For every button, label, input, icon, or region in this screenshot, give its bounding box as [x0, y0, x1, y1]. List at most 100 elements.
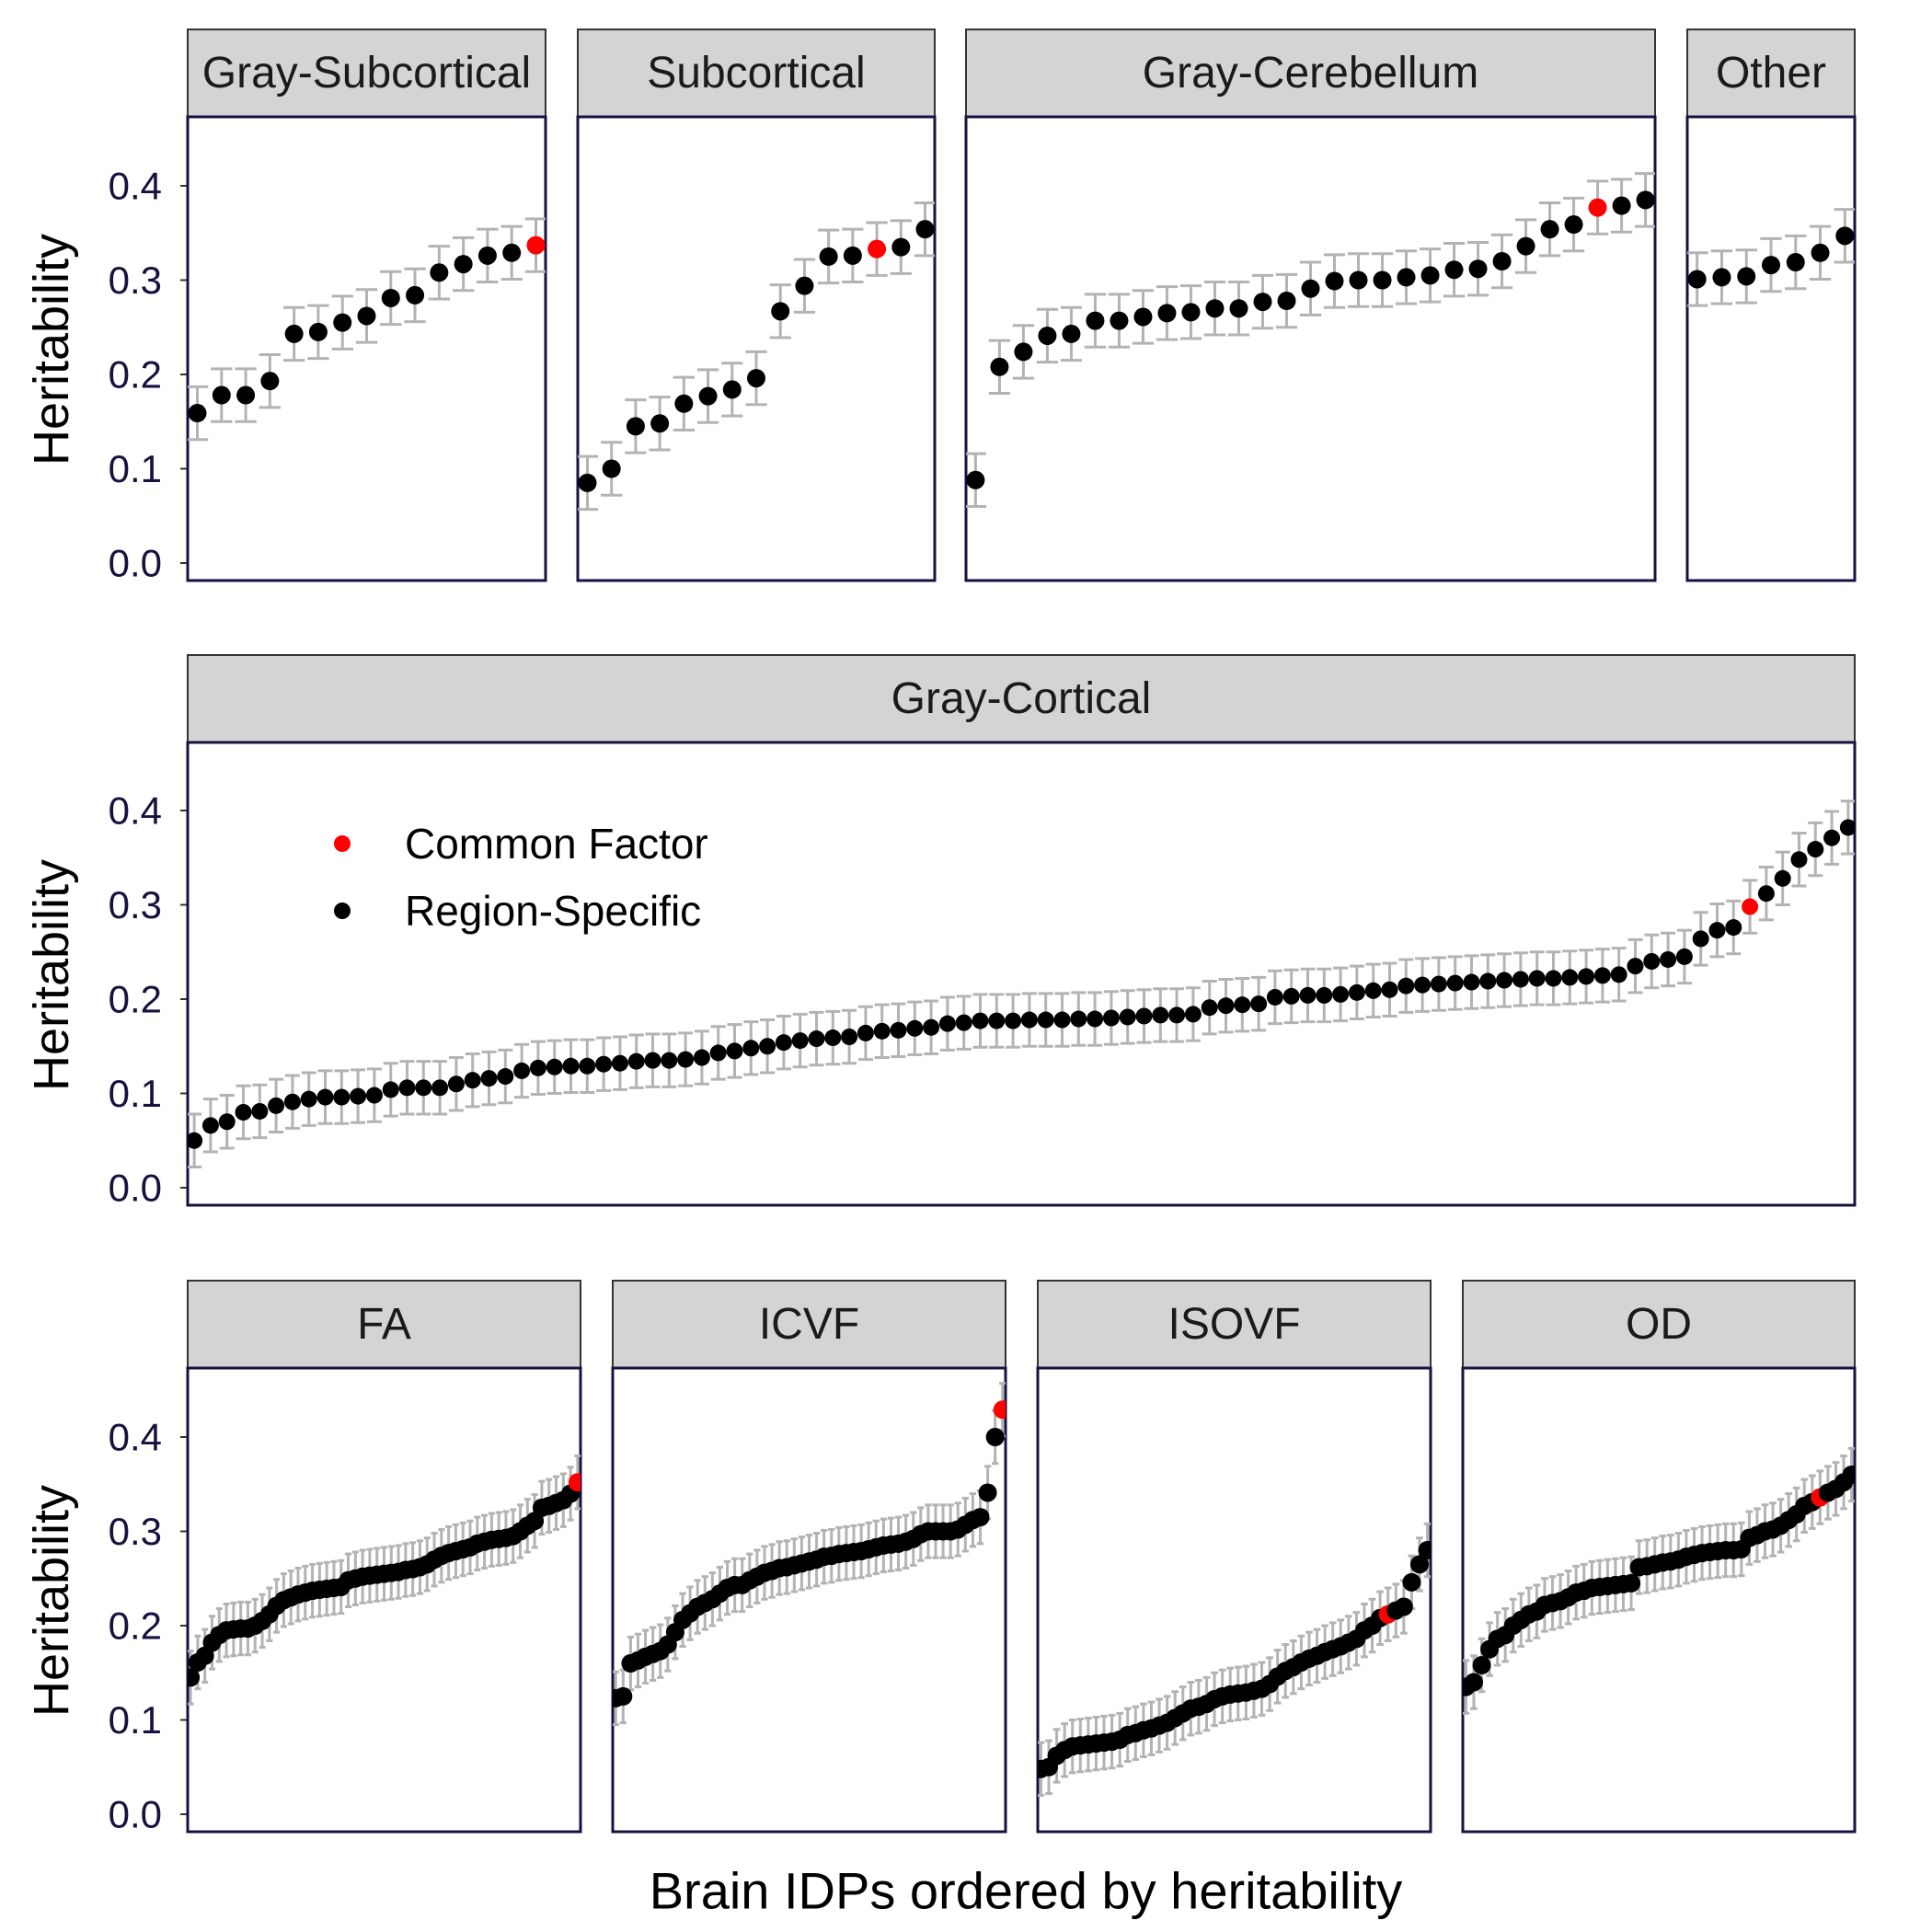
point-region-specific	[1622, 1573, 1641, 1593]
point-region-specific	[1528, 970, 1546, 987]
point-region-specific	[841, 1029, 858, 1045]
point-region-specific	[1409, 1555, 1429, 1574]
strip-label-gray-cortical: Gray-Cortical	[891, 674, 1152, 723]
point-region-specific	[1119, 1008, 1136, 1026]
plot-area-gray-cerebellum	[964, 115, 1657, 582]
point-region-specific	[726, 1042, 743, 1060]
point-region-specific	[513, 1062, 531, 1079]
points-gray-subcortical	[188, 217, 546, 442]
point-region-specific	[546, 1058, 563, 1075]
point-region-specific	[1053, 1011, 1071, 1029]
point-region-specific	[1561, 969, 1579, 986]
point-region-specific	[915, 220, 935, 239]
point-region-specific	[1299, 986, 1317, 1004]
points-gray-cortical	[188, 799, 1855, 1168]
point-region-specific	[1381, 981, 1398, 998]
point-region-specific	[1578, 968, 1595, 985]
panels-layer: 0.00.10.20.30.4Heritability0.00.10.20.30…	[24, 29, 1857, 1836]
y-axis-label: Heritability	[24, 1485, 79, 1717]
point-region-specific	[1205, 299, 1225, 318]
point-region-specific	[1414, 976, 1432, 994]
legend-marker-common-factor	[334, 835, 351, 852]
point-region-specific	[1373, 270, 1392, 290]
point-region-specific	[824, 1029, 842, 1047]
y-tick-label: 0.3	[109, 259, 162, 302]
y-tick-label: 0.1	[109, 447, 162, 490]
point-region-specific	[284, 324, 304, 343]
plot-area-icvf	[611, 1366, 1007, 1834]
points-fa	[188, 1455, 581, 1706]
point-region-specific	[1135, 1007, 1153, 1025]
y-tick-label: 0.0	[109, 1793, 162, 1836]
point-region-specific	[988, 1012, 1006, 1029]
plot-area-other	[1685, 115, 1857, 582]
point-region-specific	[502, 243, 522, 262]
point-region-specific	[431, 1079, 449, 1097]
point-region-specific	[1070, 1010, 1087, 1028]
point-region-specific	[1217, 997, 1235, 1015]
points-other	[1687, 208, 1855, 307]
point-common-factor	[1742, 898, 1759, 915]
panel-subcortical: Subcortical	[576, 29, 937, 582]
point-region-specific	[1757, 885, 1775, 903]
point-region-specific	[1627, 958, 1644, 975]
point-region-specific	[1250, 995, 1268, 1013]
panel-fa: FA	[186, 1280, 582, 1834]
point-region-specific	[1512, 971, 1529, 988]
point-region-specific	[1636, 190, 1655, 210]
point-region-specific	[938, 1015, 956, 1032]
point-region-specific	[188, 404, 207, 423]
point-region-specific	[890, 1021, 907, 1039]
point-region-specific	[1157, 304, 1177, 323]
point-region-specific	[382, 1081, 399, 1098]
point-region-specific	[477, 246, 497, 265]
panel-gray-cortical: Gray-Cortical	[186, 654, 1857, 1207]
point-common-factor	[868, 239, 887, 259]
point-region-specific	[1774, 869, 1791, 887]
point-region-specific	[602, 459, 621, 478]
point-region-specific	[1643, 953, 1661, 970]
point-region-specific	[1181, 303, 1201, 322]
point-region-specific	[316, 1088, 334, 1106]
point-region-specific	[1516, 236, 1535, 256]
y-tick-label: 0.1	[109, 1072, 162, 1115]
point-region-specific	[1229, 299, 1248, 318]
point-region-specific	[1564, 215, 1583, 235]
y-tick-label: 0.0	[109, 542, 162, 585]
strip-label-icvf: ICVF	[759, 1300, 859, 1349]
y-tick-label: 0.1	[109, 1698, 162, 1742]
point-region-specific	[791, 1032, 809, 1050]
y-tick-label: 0.2	[109, 978, 162, 1021]
point-region-specific	[308, 322, 328, 341]
point-region-specific	[650, 414, 670, 433]
point-region-specific	[1152, 1006, 1169, 1024]
point-region-specific	[1692, 930, 1709, 948]
panel-gray-cerebellum: Gray-Cerebellum	[964, 29, 1657, 582]
legend-marker-region-specific	[334, 903, 351, 919]
point-region-specific	[1839, 819, 1855, 836]
point-region-specific	[300, 1090, 317, 1108]
point-region-specific	[398, 1079, 416, 1097]
point-region-specific	[365, 1087, 383, 1104]
point-region-specific	[415, 1079, 432, 1097]
y-axis-label: Heritability	[24, 859, 79, 1091]
point-region-specific	[1687, 270, 1707, 289]
point-region-specific	[742, 1040, 760, 1057]
point-region-specific	[1014, 342, 1033, 362]
point-region-specific	[1316, 986, 1333, 1004]
point-region-specific	[1253, 293, 1272, 312]
point-region-specific	[771, 302, 790, 321]
point-region-specific	[1201, 999, 1218, 1017]
y-tick-label: 0.4	[109, 789, 162, 833]
point-region-specific	[1402, 1572, 1421, 1592]
point-region-specific	[1444, 260, 1464, 280]
point-region-specific	[1234, 996, 1251, 1014]
plot-area-subcortical	[576, 115, 937, 582]
point-region-specific	[626, 417, 645, 436]
point-common-factor	[568, 1473, 581, 1492]
panel-other: Other	[1685, 29, 1857, 582]
legend-label-common-factor: Common Factor	[405, 820, 708, 868]
point-region-specific	[578, 473, 597, 492]
point-region-specific	[1325, 271, 1344, 291]
point-region-specific	[971, 1508, 990, 1527]
